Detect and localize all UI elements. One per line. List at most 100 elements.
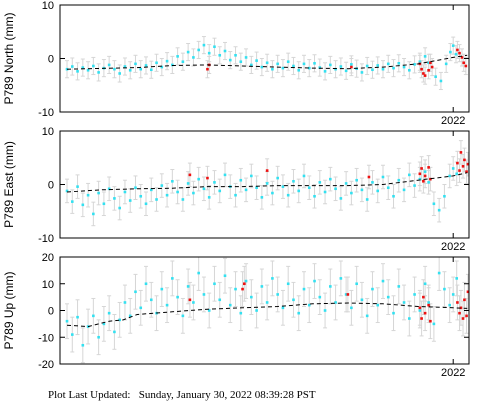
data-point bbox=[376, 303, 380, 307]
data-point bbox=[423, 311, 427, 315]
data-point bbox=[81, 203, 85, 207]
data-point bbox=[451, 167, 455, 170]
data-point bbox=[448, 174, 451, 178]
data-point bbox=[365, 198, 369, 201]
data-point bbox=[307, 303, 311, 307]
data-point bbox=[255, 309, 258, 312]
data-point bbox=[139, 306, 143, 310]
data-point bbox=[107, 187, 111, 191]
data-point bbox=[402, 65, 406, 69]
data-point bbox=[234, 53, 237, 57]
data-point bbox=[171, 277, 174, 280]
x-tick-label: 2022 bbox=[441, 241, 465, 253]
data-point bbox=[402, 301, 406, 304]
data-point bbox=[118, 72, 121, 75]
data-point bbox=[244, 56, 248, 59]
data-point bbox=[218, 298, 222, 302]
data-point bbox=[427, 303, 430, 307]
panel-3: -20 -10 0 10 20 2022 P789 Up (mm) bbox=[2, 252, 470, 379]
data-point bbox=[418, 306, 422, 310]
data-point bbox=[86, 68, 90, 72]
data-point bbox=[329, 177, 332, 181]
data-point bbox=[350, 191, 353, 195]
data-point bbox=[70, 65, 74, 68]
data-point bbox=[118, 318, 121, 322]
data-point bbox=[207, 309, 211, 312]
data-point bbox=[297, 68, 301, 72]
data-point bbox=[449, 50, 452, 54]
data-point bbox=[260, 65, 264, 69]
y-axis-label: P789 East (mm) bbox=[2, 141, 16, 228]
data-point bbox=[81, 66, 85, 69]
data-point bbox=[365, 64, 369, 68]
data-point bbox=[418, 60, 422, 64]
data-point bbox=[134, 290, 137, 294]
data-point bbox=[381, 279, 385, 283]
data-point bbox=[113, 67, 116, 71]
data-point bbox=[165, 193, 169, 197]
data-point bbox=[413, 293, 416, 296]
data-point bbox=[197, 48, 200, 52]
data-point bbox=[334, 187, 337, 191]
data-point bbox=[239, 178, 243, 182]
data-point bbox=[92, 314, 95, 318]
y-tick-label: 0 bbox=[48, 306, 54, 318]
data-point bbox=[160, 287, 164, 291]
data-point bbox=[463, 298, 466, 302]
data-point bbox=[155, 61, 158, 65]
data-point bbox=[323, 190, 327, 194]
x-tick-label: 2022 bbox=[441, 115, 465, 127]
data-point bbox=[420, 167, 423, 170]
data-point bbox=[213, 45, 216, 49]
data-point bbox=[134, 186, 137, 190]
data-point bbox=[444, 62, 448, 66]
data-point bbox=[350, 63, 353, 66]
data-point bbox=[429, 61, 432, 65]
data-point bbox=[423, 282, 427, 286]
data-point bbox=[250, 63, 253, 67]
data-point bbox=[255, 186, 258, 190]
data-point bbox=[265, 61, 269, 65]
data-point bbox=[197, 271, 200, 275]
data-point bbox=[176, 55, 179, 58]
data-point bbox=[271, 277, 274, 280]
data-point bbox=[70, 200, 74, 203]
data-point bbox=[339, 277, 343, 280]
data-point bbox=[92, 64, 95, 68]
data-point bbox=[376, 189, 380, 193]
plot-area bbox=[65, 257, 469, 364]
data-point bbox=[206, 176, 209, 180]
data-point bbox=[118, 206, 121, 210]
data-point bbox=[430, 65, 434, 69]
data-point bbox=[451, 44, 455, 47]
data-point bbox=[102, 322, 106, 326]
data-point bbox=[408, 173, 411, 177]
data-point bbox=[65, 189, 69, 193]
data-point bbox=[371, 181, 374, 184]
data-point bbox=[302, 287, 306, 291]
trend-line bbox=[66, 172, 468, 193]
data-point bbox=[381, 175, 385, 179]
data-point bbox=[307, 186, 311, 190]
data-point bbox=[255, 59, 258, 62]
data-point bbox=[149, 188, 153, 192]
data-point bbox=[144, 202, 148, 206]
data-point bbox=[323, 70, 327, 73]
data-point bbox=[244, 188, 248, 192]
data-point bbox=[318, 295, 322, 299]
data-point bbox=[423, 170, 427, 173]
data-point bbox=[360, 298, 364, 302]
data-point bbox=[202, 43, 206, 47]
data-point bbox=[192, 191, 195, 195]
data-point bbox=[458, 51, 461, 55]
data-point bbox=[276, 293, 279, 296]
data-point bbox=[429, 177, 432, 181]
data-point bbox=[334, 67, 337, 71]
data-point bbox=[228, 58, 232, 62]
data-point bbox=[113, 197, 116, 200]
data-point bbox=[160, 65, 164, 69]
data-point bbox=[186, 182, 190, 185]
data-point bbox=[458, 169, 461, 172]
data-point bbox=[427, 181, 430, 184]
data-point bbox=[92, 212, 95, 216]
